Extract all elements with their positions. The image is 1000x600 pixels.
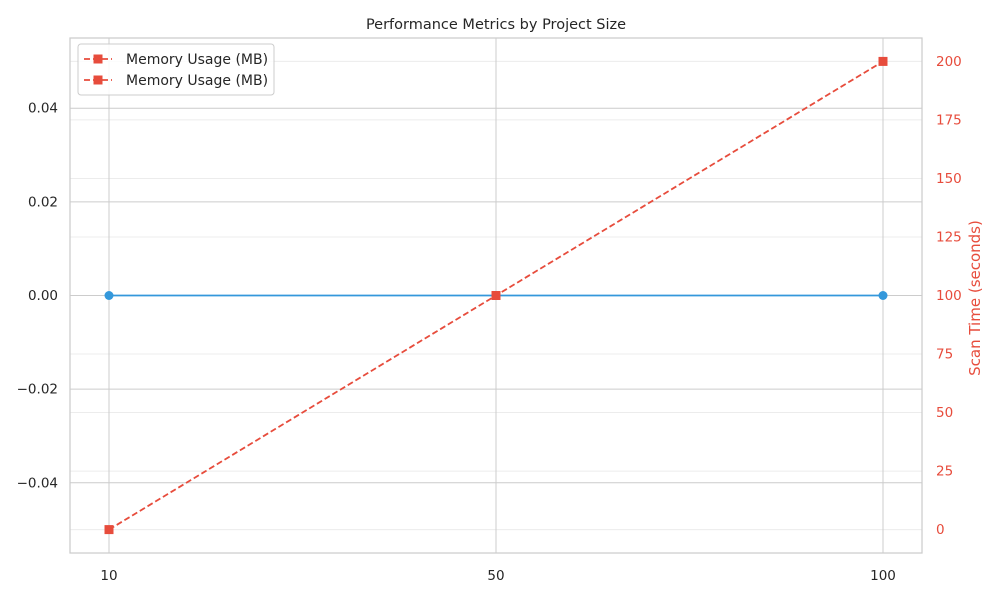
right-tick-label-5: 125 [936,229,962,245]
left-tick-label-1: −0.02 [17,382,58,398]
series-1-point-0 [104,525,114,535]
series-0-point-0 [104,291,114,300]
chart-title: Performance Metrics by Project Size [366,17,626,33]
series-1-point-2 [878,56,888,66]
legend-box [77,43,275,96]
left-tick-label-4: 0.04 [28,101,58,117]
plot-frame [69,37,923,554]
legend-entry-1-marker [93,75,103,85]
x-tick-label-1: 50 [487,568,504,584]
right-tick-label-1: 25 [936,464,953,480]
x-tick-label-2: 100 [870,568,896,584]
series-0-point-2 [878,291,888,300]
right-y-axis-ticks: 0 25 50 75 100 125 150 175 200 [936,54,962,538]
left-y-axis-ticks: −0.04 −0.02 0.00 0.02 0.04 [17,101,58,492]
legend: Memory Usage (MB) Memory Usage (MB) [77,43,275,96]
right-tick-label-3: 75 [936,347,953,363]
right-tick-label-2: 50 [936,405,953,421]
legend-entry-0-label: Memory Usage (MB) [126,52,268,68]
series-layer [104,56,888,535]
left-tick-label-0: −0.04 [17,475,58,491]
right-tick-label-6: 150 [936,171,962,187]
legend-entry-0-marker [93,54,103,64]
right-tick-label-8: 200 [936,54,962,70]
right-tick-label-7: 175 [936,112,962,128]
series-1-point-1 [491,291,501,300]
right-tick-label-0: 0 [936,522,945,538]
right-y-axis-label: Scan Time (seconds) [966,220,984,376]
legend-entry-1-label: Memory Usage (MB) [126,73,268,89]
right-tick-label-4: 100 [936,288,962,304]
left-tick-label-3: 0.02 [28,194,58,210]
left-tick-label-2: 0.00 [28,288,58,304]
x-tick-label-0: 10 [100,568,117,584]
x-axis-ticks: 10 50 100 [100,568,895,584]
